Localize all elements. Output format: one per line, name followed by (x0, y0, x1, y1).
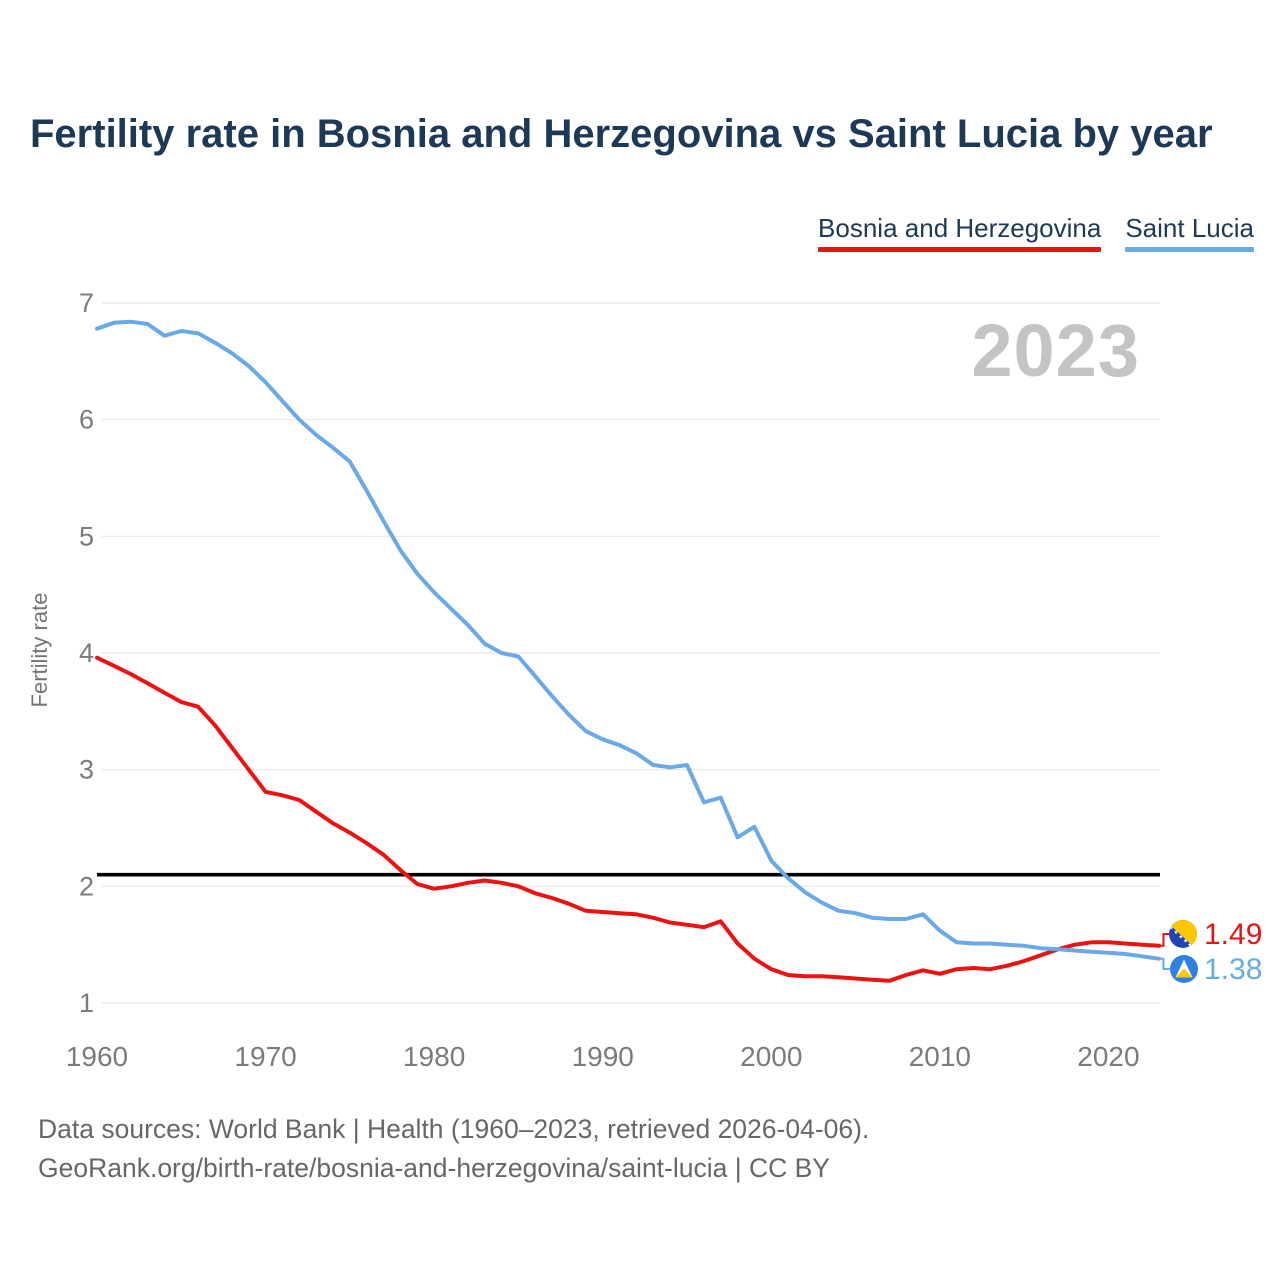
end-value-label-bosnia-and-herzegovina: 1.49 (1204, 918, 1262, 951)
y-tick-label-5: 5 (79, 521, 94, 551)
legend-label-saint-lucia: Saint Lucia (1125, 213, 1254, 243)
svg-text:★: ★ (1187, 943, 1192, 949)
y-tick-label-6: 6 (79, 405, 94, 435)
saint-lucia-flag-icon (1170, 955, 1198, 983)
y-axis-title: Fertility rate (27, 592, 52, 708)
svg-text:★: ★ (1174, 930, 1179, 936)
bosnia-and-herzegovina-flag-icon: ★★★★★ (1169, 920, 1197, 949)
y-tick-label-7: 7 (79, 288, 94, 318)
watermark-year: 2023 (971, 309, 1140, 392)
end-connector-bosnia-and-herzegovina (1159, 933, 1170, 947)
y-tick-label-4: 4 (79, 638, 94, 668)
legend-underline-saint-lucia (1125, 247, 1254, 252)
footer-sources: Data sources: World Bank | Health (1960–… (38, 1114, 870, 1144)
x-tick-label-2020: 2020 (1077, 1041, 1139, 1072)
x-tick-label-2010: 2010 (909, 1041, 971, 1072)
legend: Bosnia and Herzegovina Saint Lucia (818, 213, 1254, 252)
x-tick-label-1990: 1990 (572, 1041, 634, 1072)
end-connector-saint-lucia (1159, 957, 1170, 970)
series-line-bosnia-and-herzegovina (95, 655, 1161, 983)
svg-text:★: ★ (1183, 939, 1188, 945)
y-tick-label-1: 1 (79, 988, 94, 1018)
series-line-saint-lucia (95, 319, 1161, 961)
x-tick-label-2000: 2000 (740, 1041, 802, 1072)
svg-text:★: ★ (1169, 926, 1174, 932)
legend-underline-bosnia-and-herzegovina (818, 247, 1102, 252)
footer-attribution: GeoRank.org/birth-rate/bosnia-and-herzeg… (38, 1152, 830, 1183)
x-tick-label-1970: 1970 (234, 1041, 296, 1072)
x-tick-label-1960: 1960 (66, 1041, 128, 1072)
svg-text:★: ★ (1178, 934, 1183, 940)
end-value-label-saint-lucia: 1.38 (1204, 953, 1262, 986)
legend-item-saint-lucia[interactable]: Saint Lucia (1125, 213, 1254, 252)
legend-item-bosnia-and-herzegovina[interactable]: Bosnia and Herzegovina (818, 213, 1102, 252)
footer: Data sources: World Bank | Health (1960–… (38, 1110, 869, 1187)
y-tick-label-2: 2 (79, 871, 94, 901)
x-tick-label-1980: 1980 (403, 1041, 465, 1072)
y-tick-label-3: 3 (79, 755, 94, 785)
legend-label-bosnia-and-herzegovina: Bosnia and Herzegovina (818, 213, 1102, 243)
page-title: Fertility rate in Bosnia and Herzegovina… (30, 111, 1213, 156)
